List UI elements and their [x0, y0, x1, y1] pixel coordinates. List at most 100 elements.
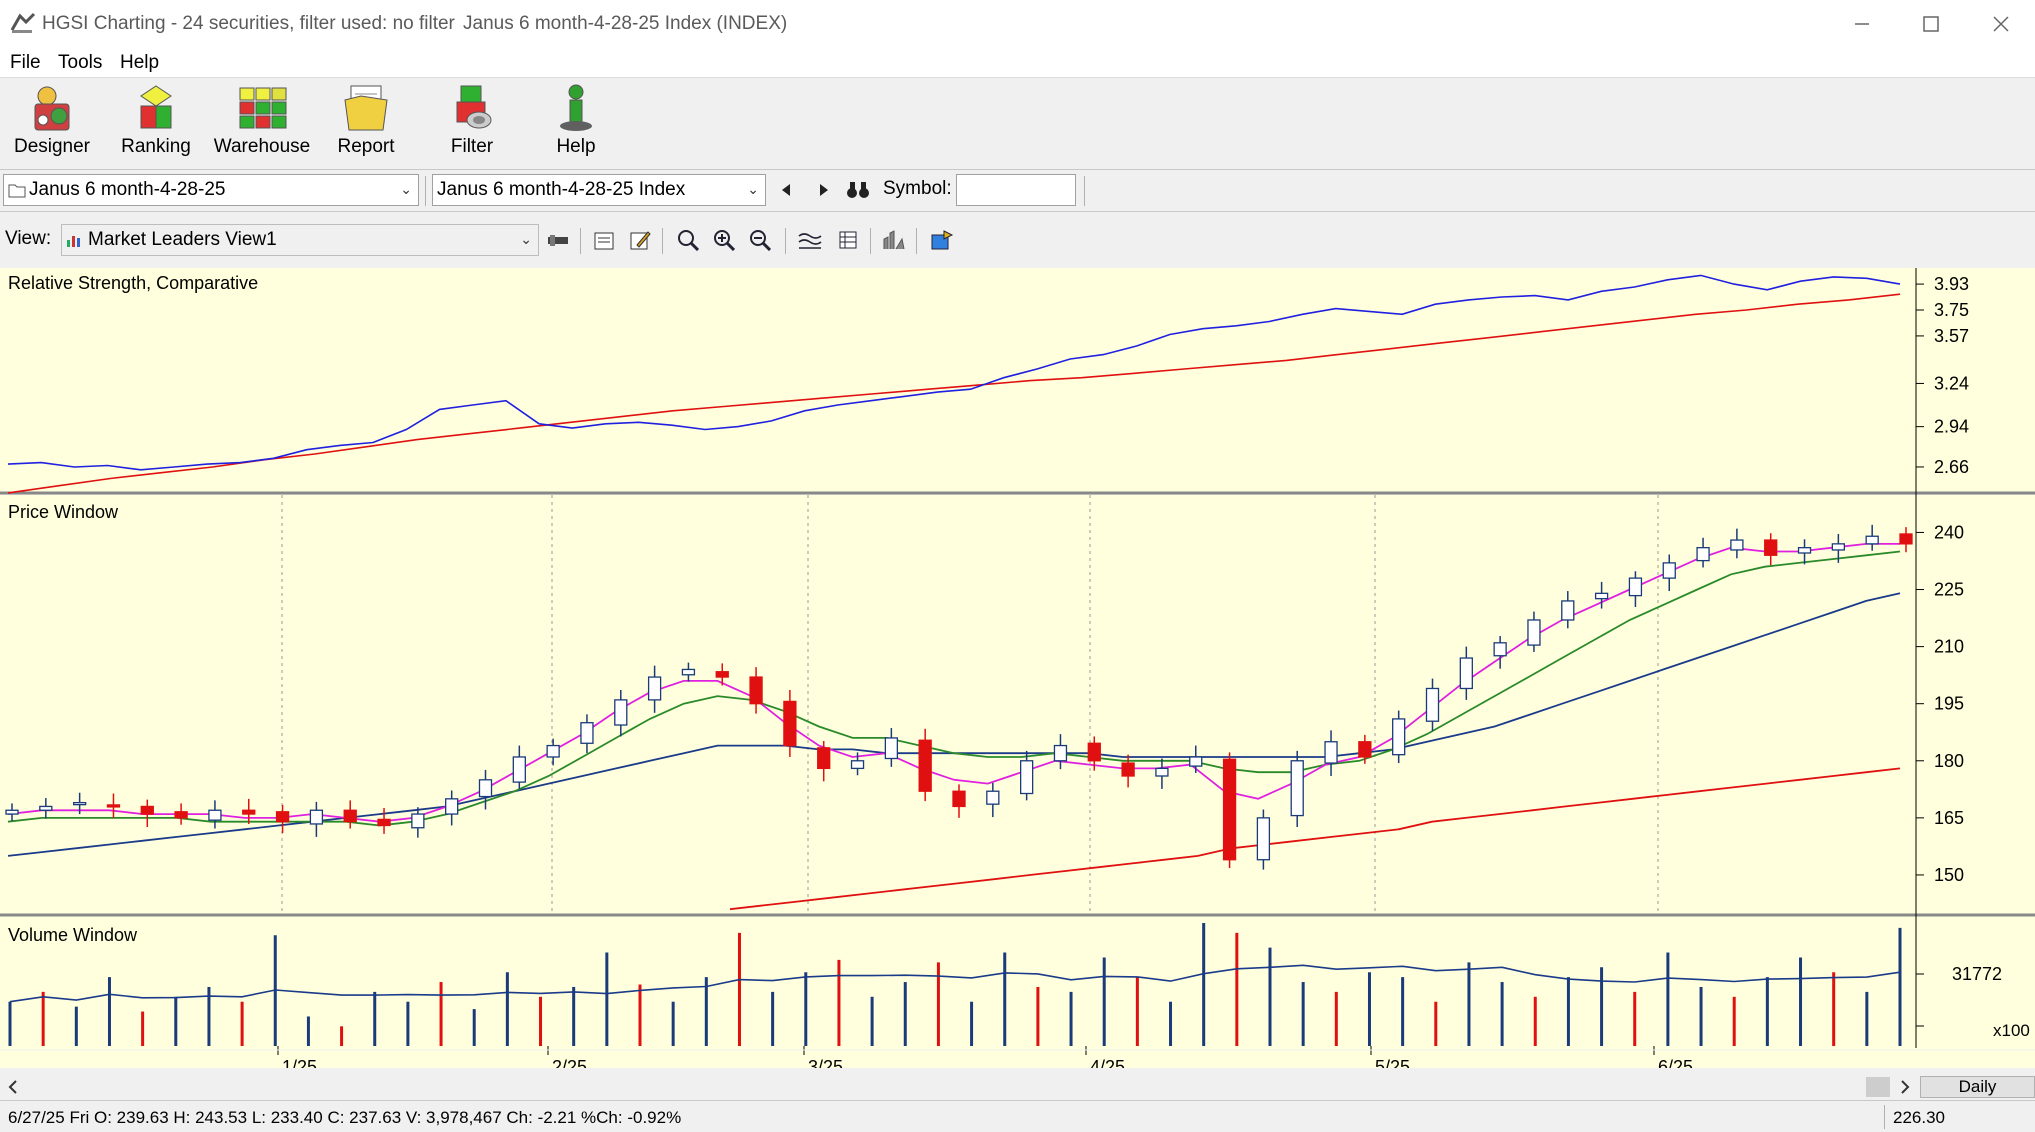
index-select[interactable]: Janus 6 month-4-28-25 Index ⌄	[432, 174, 766, 206]
candle-body	[1865, 535, 1879, 545]
candle-body	[1764, 539, 1778, 556]
next-button[interactable]	[810, 176, 838, 204]
title-bar: HGSI Charting - 24 securities, filter us…	[0, 0, 2035, 48]
maximize-button[interactable]	[1896, 0, 1965, 48]
zoom-out-button[interactable]	[746, 226, 774, 254]
minimize-button[interactable]	[1827, 0, 1896, 48]
zoom-in-button[interactable]	[710, 226, 738, 254]
folder-icon	[8, 184, 26, 198]
edit-button[interactable]	[626, 226, 654, 254]
horizontal-scrollbar[interactable]	[0, 1074, 2035, 1100]
folder-select[interactable]: Janus 6 month-4-28-25 ⌄	[3, 174, 419, 206]
candle-body	[1730, 539, 1744, 551]
candle-body	[72, 801, 87, 806]
main-toolbar: Designer Ranking Warehouse R	[0, 78, 2035, 170]
symbol-input[interactable]	[956, 174, 1076, 206]
price-tick-label: 240	[1934, 522, 1964, 542]
help-button[interactable]: Help	[540, 82, 612, 166]
candle-body	[1561, 600, 1575, 621]
candle-body	[1797, 547, 1812, 554]
window-title: HGSI Charting - 24 securities, filter us…	[42, 13, 455, 34]
report-label: Report	[337, 136, 395, 157]
date-label: 3/25	[808, 1057, 843, 1068]
refresh-button[interactable]	[928, 226, 956, 254]
volume-multiplier: x100	[1993, 1021, 2030, 1040]
candle-body	[1493, 642, 1507, 657]
menu-help[interactable]: Help	[120, 52, 160, 73]
candle-body	[647, 676, 662, 701]
rs-tick-label: 2.66	[1934, 457, 1969, 477]
report-icon	[344, 85, 388, 131]
table-button[interactable]	[834, 226, 862, 254]
ranking-label: Ranking	[121, 136, 191, 157]
view-settings-button[interactable]	[544, 226, 572, 254]
candle-body	[411, 813, 425, 829]
candle-body	[1019, 760, 1034, 795]
view-select[interactable]: Market Leaders View1 ⌄	[61, 224, 539, 256]
wave-icon	[798, 233, 822, 249]
maximize-icon	[1922, 16, 1939, 32]
ranking-button[interactable]: Ranking	[116, 82, 196, 166]
minimize-icon	[1854, 23, 1869, 25]
price-tick-label: 165	[1934, 808, 1964, 828]
candle-body	[512, 756, 526, 783]
rs-baseline-series	[7, 293, 1901, 494]
scroll-right-icon[interactable]	[1898, 1079, 1912, 1095]
warehouse-button[interactable]: Warehouse	[212, 82, 312, 166]
selector-bar: Janus 6 month-4-28-25 ⌄ Janus 6 month-4-…	[0, 170, 2035, 212]
previous-button[interactable]	[772, 176, 800, 204]
designer-label: Designer	[13, 136, 91, 157]
help-label: Help	[556, 136, 596, 157]
candle-body	[1527, 619, 1541, 646]
candle-body	[1358, 741, 1372, 758]
menu-bar: File Tools Help	[0, 48, 2035, 78]
filter-button[interactable]: Filter	[436, 82, 508, 166]
candle-body	[580, 722, 594, 744]
edit-icon	[630, 231, 651, 250]
chart-type-button[interactable]	[880, 226, 908, 254]
refresh-icon	[931, 230, 954, 250]
candle-body	[1222, 758, 1237, 861]
warehouse-icon	[239, 87, 287, 129]
candle-body	[140, 805, 154, 815]
rs-tick-label: 3.93	[1934, 274, 1969, 294]
menu-tools[interactable]: Tools	[58, 52, 103, 73]
period-selector[interactable]: Daily	[1920, 1076, 2035, 1098]
designer-button[interactable]: Designer	[10, 82, 94, 166]
zoom-button[interactable]	[674, 226, 702, 254]
volume-tick-label: 31772	[1952, 964, 2002, 984]
divider	[425, 176, 426, 206]
bar-chart-icon	[883, 230, 905, 250]
chart-area[interactable]: 1/25 2/25 3/25 4/25 5/25 6/25 3.93 3.75 3.57 3.24…	[0, 268, 2035, 1132]
candle-body	[1053, 744, 1068, 762]
chart-canvas[interactable]: 1/25 2/25 3/25 4/25 5/25 6/25 3.93 3.75 3.57 3.24…	[0, 268, 2035, 1132]
report-button[interactable]: Report	[330, 82, 402, 166]
rs-tick-label: 3.24	[1934, 373, 1969, 393]
candle-body	[817, 747, 831, 770]
properties-icon	[594, 232, 614, 250]
scroll-left-icon[interactable]	[6, 1079, 20, 1095]
designer-icon	[34, 86, 70, 131]
candle-body	[1899, 533, 1913, 545]
price-tick-label: 195	[1934, 694, 1964, 714]
divider	[1884, 1105, 1885, 1129]
candle-body	[749, 676, 763, 705]
find-button[interactable]	[844, 176, 872, 204]
zoom-out-icon	[750, 230, 771, 251]
ranking-icon	[140, 85, 172, 129]
candle-body	[39, 805, 53, 811]
candle-body	[1392, 718, 1406, 756]
properties-button[interactable]	[590, 226, 618, 254]
price-tick-label: 225	[1934, 580, 1964, 600]
candle-body	[783, 700, 797, 747]
rs-panel-title: Relative Strength, Comparative	[8, 273, 258, 293]
volume-average-series	[9, 964, 1901, 1003]
menu-file[interactable]: File	[10, 52, 41, 73]
indicator-button[interactable]	[796, 226, 824, 254]
zoom-icon	[678, 230, 699, 251]
close-button[interactable]	[1966, 0, 2035, 48]
folder-select-value: Janus 6 month-4-28-25	[29, 179, 226, 200]
scroll-thumb[interactable]	[1866, 1077, 1890, 1097]
chevron-down-icon: ⌄	[520, 231, 532, 247]
filter-icon	[456, 85, 492, 129]
